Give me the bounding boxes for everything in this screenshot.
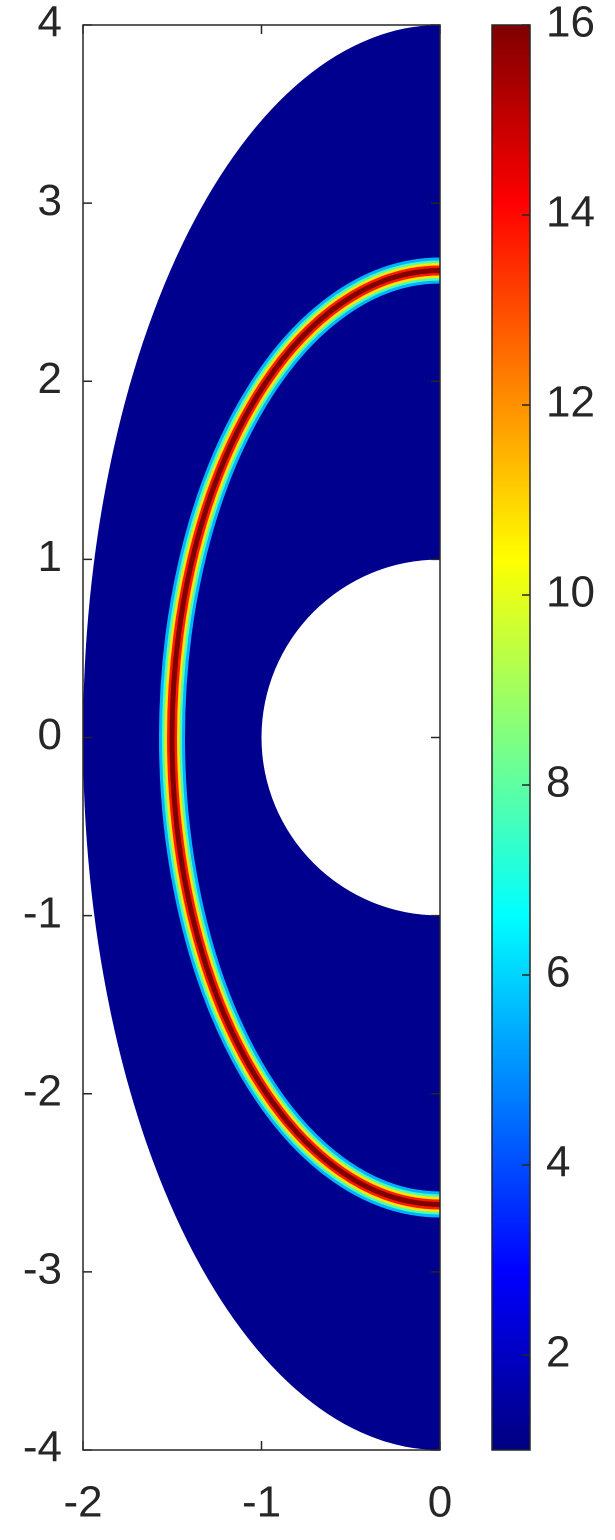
x-tick-label: 0	[428, 1478, 452, 1527]
colorbar-tick-label: 14	[546, 188, 595, 237]
x-tick-label: -1	[242, 1478, 281, 1527]
y-tick-label: -1	[23, 888, 62, 937]
colorbar-tick-label: 8	[546, 758, 570, 807]
y-tick-label: 3	[38, 176, 62, 225]
colorbar-tick-label: 4	[546, 1138, 570, 1187]
y-tick-label: 4	[38, 0, 62, 47]
field	[83, 25, 441, 1450]
colorbar-tick-label: 6	[546, 948, 570, 997]
field-background	[83, 25, 440, 1450]
colorbar-tick-label: 16	[546, 0, 595, 47]
colorbar-box	[491, 24, 531, 1451]
y-tick-label: -2	[23, 1066, 62, 1115]
y-tick-label: 0	[38, 710, 62, 759]
colorbar	[492, 25, 530, 1450]
y-tick-label: -3	[23, 1245, 62, 1294]
colorbar-tick-label: 2	[546, 1328, 570, 1377]
y-tick-label: -4	[23, 1423, 62, 1472]
colorbar-tick-label: 10	[546, 568, 595, 617]
colorbar-tick-label: 12	[546, 378, 595, 427]
y-tick-label: 1	[38, 532, 62, 581]
y-tick-label: 2	[38, 354, 62, 403]
x-tick-label: -2	[63, 1478, 102, 1527]
